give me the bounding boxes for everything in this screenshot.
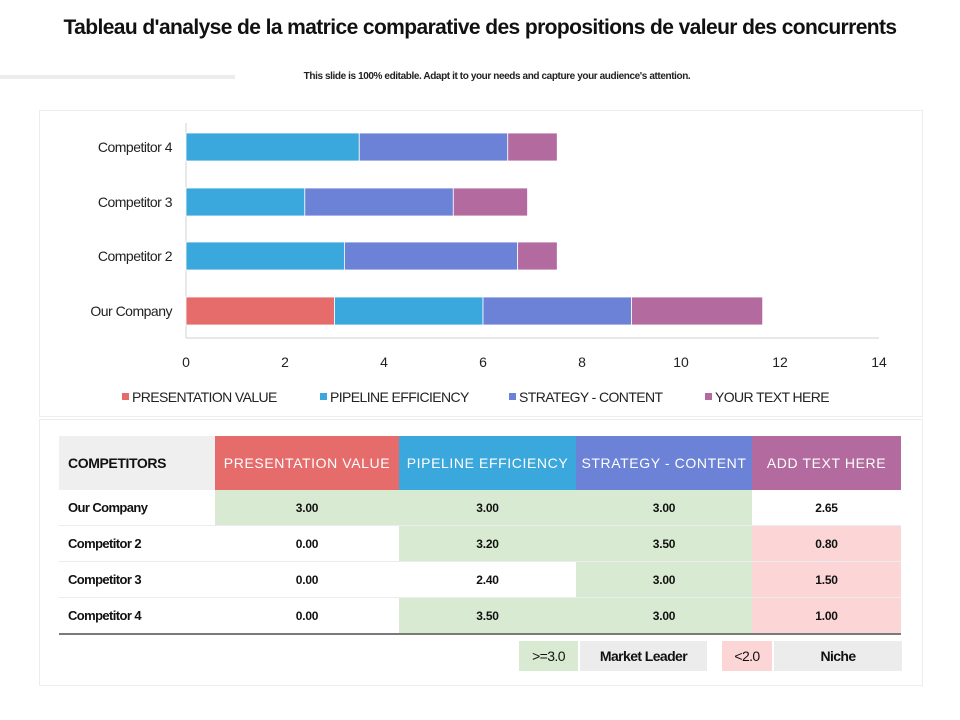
table-cell: 3.00 (399, 490, 576, 526)
bar-segment (517, 241, 558, 271)
decorative-line (0, 75, 235, 79)
table-cell: 3.50 (576, 525, 752, 562)
header-add-text-here: ADD TEXT HERE (752, 436, 901, 490)
table-row: Competitor 3 0.00 2.40 3.00 1.50 (59, 561, 901, 598)
stacked-bar-chart: 0 2 4 6 8 10 12 14 Our Company Competitor 2 Compet… (90, 123, 887, 405)
bar-segment (507, 132, 558, 162)
row-label-our-company: Our Company (59, 490, 215, 526)
legend-swatch (320, 393, 327, 400)
table-cell: 2.65 (752, 490, 901, 526)
table-row: Competitor 4 0.00 3.50 3.00 1.00 (59, 597, 901, 635)
bar-segment (304, 187, 454, 217)
key-high-threshold: >=3.0 (519, 641, 578, 671)
bar-segment (334, 296, 484, 326)
table-cell: 0.00 (215, 525, 399, 562)
page-title: Tableau d'analyse de la matrice comparat… (63, 16, 898, 39)
bar-segment (452, 187, 528, 217)
x-tick-label: 10 (673, 354, 689, 370)
table-row: Our Company 3.00 3.00 3.00 2.65 (59, 490, 901, 526)
table-cell: 3.00 (215, 490, 399, 526)
legend-label: YOUR TEXT HERE (715, 389, 829, 405)
y-tick-label: Our Company (90, 303, 172, 319)
key-low-label: Niche (774, 641, 902, 671)
table-cell: 1.00 (752, 597, 901, 635)
table-cell: 3.00 (576, 561, 752, 598)
bar-segment (631, 296, 764, 326)
table-cell: 1.50 (752, 561, 901, 598)
table-row: Competitor 2 0.00 3.20 3.50 0.80 (59, 525, 901, 562)
header-presentation-value: PRESENTATION VALUE (215, 436, 399, 490)
row-label-competitor-4: Competitor 4 (59, 597, 215, 635)
table-cell: 3.20 (399, 525, 576, 562)
bar-segment (185, 187, 306, 217)
row-label-competitor-3: Competitor 3 (59, 561, 215, 598)
legend-swatch (705, 393, 712, 400)
x-tick-label: 14 (871, 354, 887, 370)
y-tick-label: Competitor 4 (98, 139, 173, 155)
bar-segment (358, 132, 509, 162)
table-cell: 0.00 (215, 597, 399, 635)
chart-panel: 0 2 4 6 8 10 12 14 Our Company Competitor 2 Compet… (39, 110, 923, 417)
x-tick-label: 8 (578, 354, 586, 370)
bar-segment (185, 296, 335, 326)
table-cell: 0.80 (752, 525, 901, 562)
bar-segment (185, 241, 345, 271)
legend-swatch (509, 393, 516, 400)
legend-label: PIPELINE EFFICIENCY (330, 389, 470, 405)
x-tick-label: 6 (479, 354, 487, 370)
header-pipeline-efficiency: PIPELINE EFFICIENCY (399, 436, 576, 490)
row-label-competitor-2: Competitor 2 (59, 525, 215, 562)
page-subtitle: This slide is 100% editable. Adapt it to… (303, 71, 691, 82)
table-cell: 3.00 (576, 490, 752, 526)
comparison-table: COMPETITORS PRESENTATION VALUE PIPELINE … (59, 436, 901, 635)
y-tick-label: Competitor 3 (98, 194, 173, 210)
table-cell: 0.00 (215, 561, 399, 598)
bar-segment (343, 241, 519, 271)
legend-label: STRATEGY - CONTENT (519, 389, 664, 405)
x-tick-label: 12 (772, 354, 788, 370)
x-tick-label: 0 (182, 354, 190, 370)
x-tick-label: 2 (281, 354, 289, 370)
table-panel: COMPETITORS PRESENTATION VALUE PIPELINE … (39, 419, 923, 686)
y-tick-label: Competitor 2 (98, 248, 173, 264)
legend-swatch (122, 393, 129, 400)
key-high-label: Market Leader (580, 641, 707, 671)
table-cell: 2.40 (399, 561, 576, 598)
x-tick-label: 4 (380, 354, 388, 370)
table-cell: 3.00 (576, 597, 752, 635)
header-strategy-content: STRATEGY - CONTENT (576, 436, 752, 490)
key-low-threshold: <2.0 (722, 641, 772, 671)
table-cell: 3.50 (399, 597, 576, 635)
bar-segment (482, 296, 632, 326)
legend-label: PRESENTATION VALUE (132, 389, 277, 405)
bar-segment (185, 132, 360, 162)
header-competitors: COMPETITORS (59, 436, 215, 490)
table-header-row: COMPETITORS PRESENTATION VALUE PIPELINE … (59, 436, 901, 490)
